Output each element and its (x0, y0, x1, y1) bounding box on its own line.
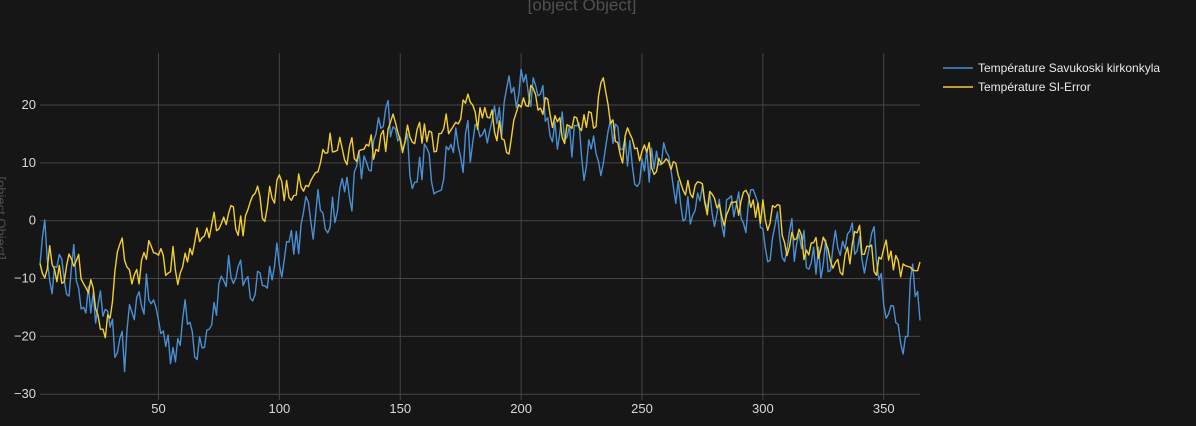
x-tick-label-100: 100 (268, 401, 290, 416)
y-axis: −30 −20 −10 0 10 20 (14, 97, 36, 401)
x-tick-label-200: 200 (510, 401, 532, 416)
y-tick-label-20: 20 (22, 97, 36, 112)
legend-item-1[interactable]: Température Savukoski kirkonkyla (943, 61, 1160, 75)
x-tick-label-50: 50 (151, 401, 165, 416)
y-tick-label-10: 10 (22, 155, 36, 170)
x-tick-label-300: 300 (752, 401, 774, 416)
series-layer (39, 68, 921, 373)
series-line-1 (39, 68, 921, 373)
legend[interactable]: Température Savukoski kirkonkyla Températ… (943, 61, 1160, 94)
x-gridlines (157, 53, 885, 400)
x-tick-label-350: 350 (873, 401, 895, 416)
x-axis: 50 100 150 200 250 300 350 (151, 401, 894, 416)
legend-label-2: Température SI-Error (978, 80, 1091, 94)
legend-item-2[interactable]: Température SI-Error (943, 80, 1091, 94)
y-tick-label--10: −10 (14, 271, 36, 286)
x-tick-label-250: 250 (631, 401, 653, 416)
legend-label-1: Température Savukoski kirkonkyla (978, 61, 1160, 75)
y-gridlines (40, 104, 920, 395)
y-tick-label--30: −30 (14, 386, 36, 401)
x-tick-label-150: 150 (389, 401, 411, 416)
chart-title: [object Object] (528, 0, 637, 14)
y-tick-label--20: −20 (14, 328, 36, 343)
y-axis-label: [object Object] (0, 176, 9, 259)
series-line-2 (39, 77, 921, 339)
y-tick-label-0: 0 (29, 213, 36, 228)
